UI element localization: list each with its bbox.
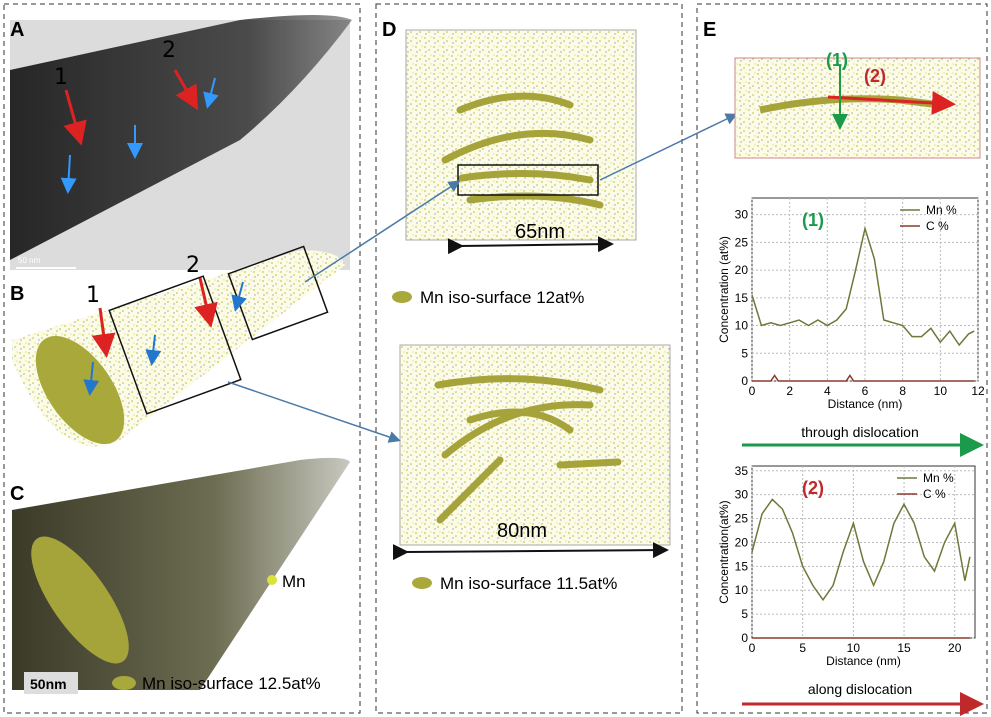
marker: (1) bbox=[826, 50, 848, 70]
y-tick-label: 15 bbox=[735, 291, 749, 305]
y-axis-label: Concentration(at%) bbox=[717, 500, 731, 603]
y-axis-label: Concentration (at%) bbox=[717, 236, 731, 343]
legend-text: Mn % bbox=[926, 203, 957, 217]
panel-label: D bbox=[382, 19, 396, 41]
legend-text: C % bbox=[926, 219, 949, 233]
arrow-label: along dislocation bbox=[808, 681, 912, 697]
y-tick-label: 0 bbox=[741, 374, 748, 388]
legend-iso bbox=[392, 291, 412, 303]
legend-dot bbox=[267, 575, 277, 585]
arrow-label: through dislocation bbox=[801, 424, 919, 440]
x-tick-label: 10 bbox=[934, 384, 948, 398]
size-arrow bbox=[460, 244, 610, 246]
x-tick-label: 12 bbox=[971, 384, 985, 398]
panel-label: C bbox=[10, 483, 24, 505]
x-tick-label: 20 bbox=[948, 641, 962, 655]
size-label: 65nm bbox=[515, 221, 565, 243]
size-label: 80nm bbox=[497, 520, 547, 542]
marker: 1 bbox=[54, 65, 68, 90]
legend-text: Mn % bbox=[923, 471, 954, 485]
x-tick-label: 4 bbox=[824, 384, 831, 398]
x-axis-label: Distance (nm) bbox=[826, 654, 901, 668]
page: 50 nm A 1 2 B 1 2 C Mn Mn iso-surface 12… bbox=[0, 0, 991, 717]
legend-text: Mn bbox=[282, 572, 306, 591]
x-tick-label: 8 bbox=[899, 384, 906, 398]
x-tick-label: 0 bbox=[749, 384, 756, 398]
y-tick-label: 5 bbox=[741, 346, 748, 360]
y-tick-label: 10 bbox=[735, 583, 749, 597]
x-tick-label: 2 bbox=[786, 384, 793, 398]
x-tick-label: 0 bbox=[749, 641, 756, 655]
y-tick-label: 25 bbox=[735, 512, 749, 526]
legend-text: Mn iso-surface 12.5at% bbox=[142, 674, 321, 693]
tem-background bbox=[10, 20, 350, 270]
x-tick-label: 10 bbox=[847, 641, 861, 655]
y-tick-label: 25 bbox=[735, 235, 749, 249]
y-tick-label: 30 bbox=[735, 208, 749, 222]
size-arrow bbox=[405, 550, 665, 552]
annotation: (2) bbox=[802, 478, 824, 498]
y-tick-label: 20 bbox=[735, 535, 749, 549]
y-tick-label: 15 bbox=[735, 559, 749, 573]
panel-label: E bbox=[703, 19, 716, 41]
marker: 1 bbox=[86, 283, 100, 308]
y-tick-label: 5 bbox=[741, 607, 748, 621]
scale-label: 50 nm bbox=[18, 256, 41, 265]
y-tick-label: 0 bbox=[741, 631, 748, 645]
connector-arrow bbox=[228, 382, 398, 440]
x-tick-label: 15 bbox=[897, 641, 911, 655]
y-tick-label: 35 bbox=[735, 464, 749, 478]
panel-label: A bbox=[10, 19, 24, 41]
legend-iso bbox=[112, 676, 136, 690]
marker: 2 bbox=[186, 253, 200, 278]
y-tick-label: 30 bbox=[735, 488, 749, 502]
x-tick-label: 5 bbox=[799, 641, 806, 655]
legend-text: Mn iso-surface 12at% bbox=[420, 288, 584, 307]
x-axis-label: Distance (nm) bbox=[828, 397, 903, 411]
figure: 50 nm A 1 2 B 1 2 C Mn Mn iso-surface 12… bbox=[0, 0, 991, 717]
y-tick-label: 20 bbox=[735, 263, 749, 277]
y-tick-label: 10 bbox=[735, 319, 749, 333]
x-tick-label: 6 bbox=[862, 384, 869, 398]
scale-label: 50nm bbox=[30, 676, 67, 692]
legend-iso bbox=[412, 577, 432, 589]
legend-text: C % bbox=[923, 487, 946, 501]
annotation: (1) bbox=[802, 210, 824, 230]
panel-label: B bbox=[10, 283, 24, 305]
marker: 2 bbox=[162, 38, 176, 63]
marker: (2) bbox=[864, 66, 886, 86]
legend-text: Mn iso-surface 11.5at% bbox=[440, 574, 617, 593]
